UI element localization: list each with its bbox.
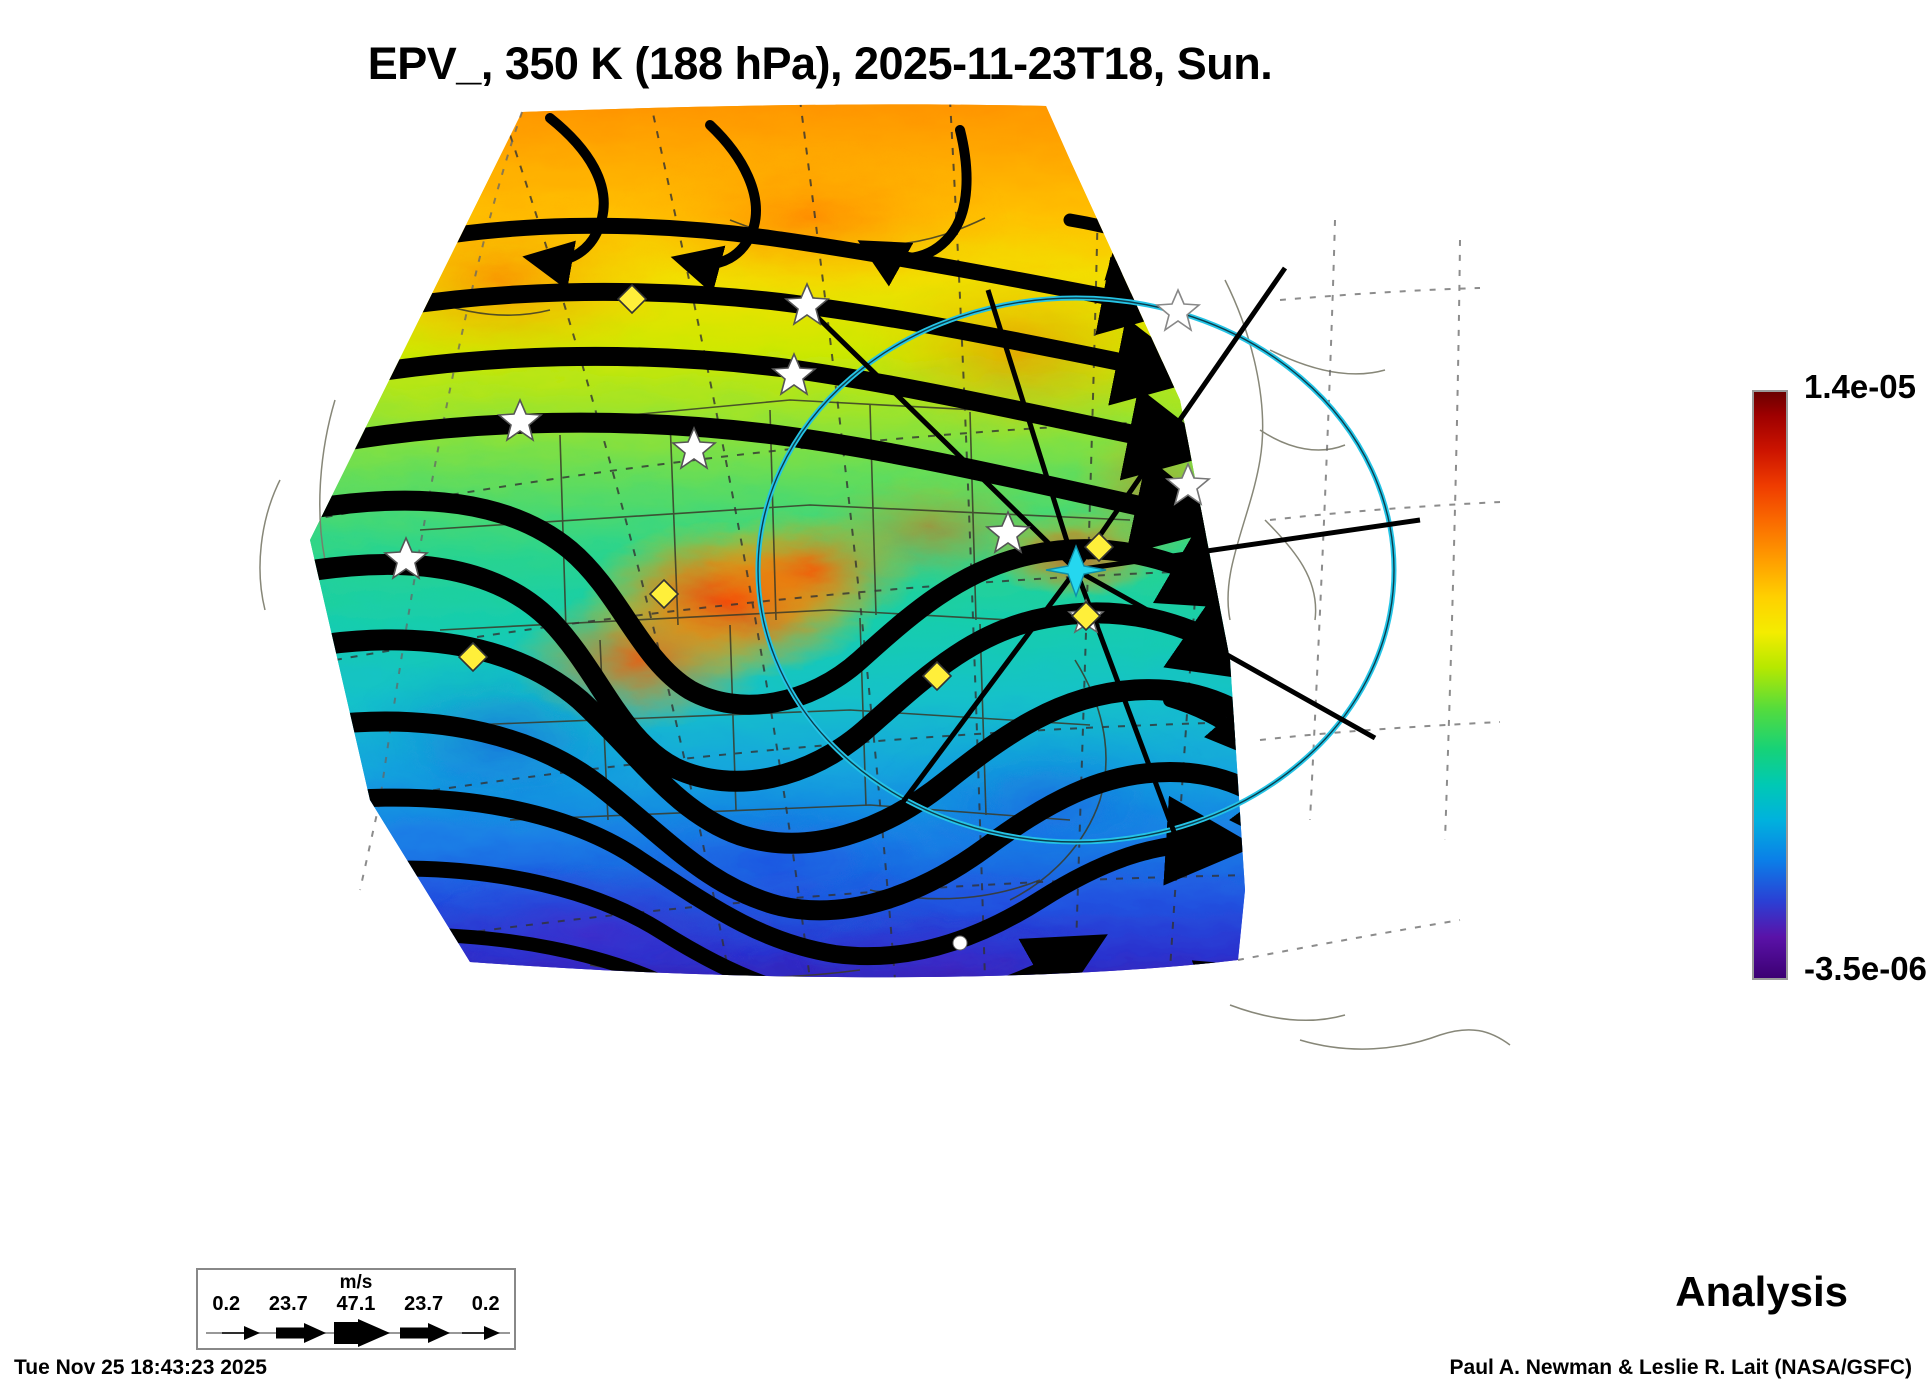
colorbar-group: 1.4e-05 -3.5e-06 [1752, 368, 1926, 1010]
colorbar-min-label: -3.5e-06 [1804, 950, 1926, 987]
wind-legend-value: 0.2 [471, 1293, 500, 1315]
island-dot [952, 935, 968, 951]
range-ring-outline [757, 297, 1395, 843]
wind-legend-arrow-scale [206, 1319, 510, 1347]
site-diamond-marker [1083, 531, 1115, 563]
white-star-markers[interactable] [382, 281, 1212, 634]
map-svg[interactable] [170, 100, 1560, 1160]
station-star-marker [1164, 461, 1212, 506]
station-star-marker [1154, 287, 1202, 332]
wind-legend-value: 0.2 [212, 1293, 241, 1315]
site-diamond-marker [1070, 600, 1102, 632]
wind-legend-value: 23.7 [268, 1293, 308, 1315]
station-star-marker [984, 509, 1032, 554]
station-star-marker [382, 535, 430, 580]
station-star-marker [770, 351, 818, 396]
site-diamond-marker [616, 283, 648, 315]
station-star-marker [670, 425, 718, 470]
page-title: EPV_, 350 K (188 hPa), 2025-11-23T18, Su… [367, 38, 1273, 89]
wind-legend-value: 23.7 [404, 1293, 444, 1315]
footer-timestamp: Tue Nov 25 18:43:23 2025 [14, 1356, 267, 1379]
site-diamond-marker [457, 641, 489, 673]
station-star-marker [496, 397, 544, 442]
wind-speed-legend: m/s 0.2 23.7 47.1 23.7 0.2 [196, 1268, 516, 1350]
yellow-diamond-markers[interactable] [457, 283, 1115, 692]
radial-lines [808, 266, 1421, 849]
map-panel[interactable] [170, 100, 1560, 1160]
wind-legend-values: 0.2 23.7 47.1 23.7 0.2 [198, 1293, 514, 1316]
wind-legend-value: 47.1 [336, 1293, 376, 1315]
colorbar-max-label: 1.4e-05 [1804, 368, 1916, 405]
map-stage [0, 100, 1700, 1270]
center-station-star-icon[interactable] [1045, 544, 1107, 599]
footer-credit: Paul A. Newman & Leslie R. Lait (NASA/GS… [1449, 1356, 1912, 1379]
colorbar-gradient[interactable] [1752, 390, 1788, 980]
wind-legend-units-label: m/s [339, 1272, 373, 1293]
analysis-label: Analysis [1675, 1268, 1848, 1315]
site-diamond-marker [648, 578, 680, 610]
range-ring-group[interactable] [755, 295, 1397, 845]
station-star-marker [783, 281, 831, 326]
site-diamond-marker [921, 660, 953, 692]
